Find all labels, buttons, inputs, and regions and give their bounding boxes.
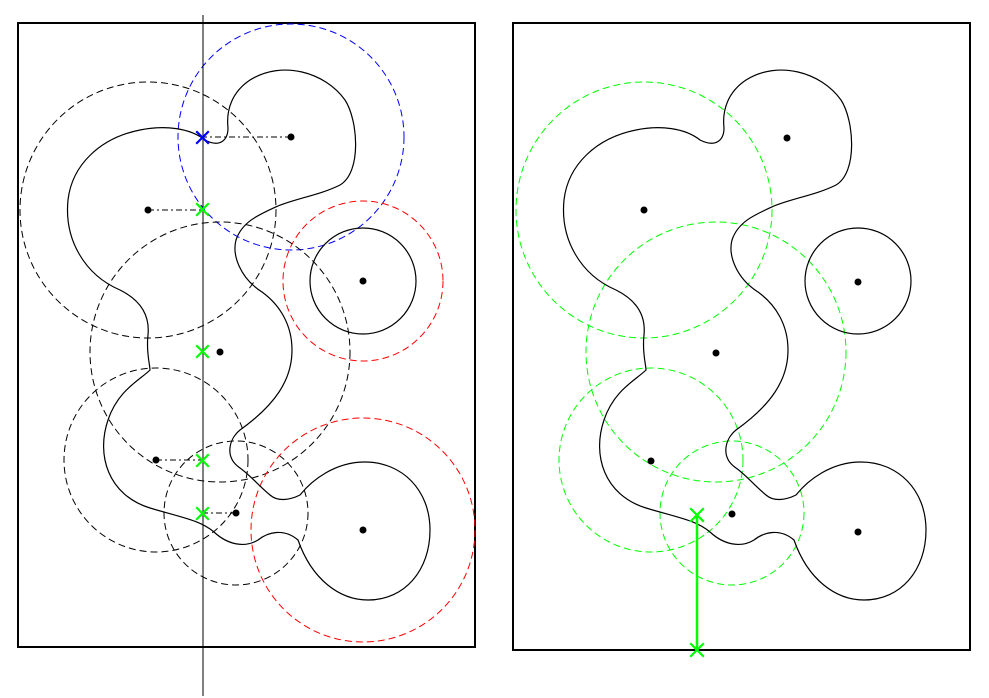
right-shape-outline [564, 70, 926, 600]
left-shape-outline [68, 70, 430, 600]
left-panel [18, 15, 475, 696]
center-point [713, 350, 720, 357]
left-offset-circles [20, 24, 475, 642]
center-point [153, 457, 160, 464]
center-point [641, 207, 648, 214]
center-point [360, 278, 367, 285]
blob-main-outline [68, 70, 430, 600]
center-point [784, 135, 791, 142]
center-point [360, 527, 367, 534]
center-point [855, 279, 862, 286]
center-point [145, 207, 152, 214]
left-panel-frame [18, 23, 475, 647]
right-panel-frame [513, 23, 970, 650]
left-center-points [145, 134, 367, 534]
center-point [233, 510, 240, 517]
center-point [288, 134, 295, 141]
left-connectors [148, 137, 291, 513]
blob-main-outline [564, 70, 926, 600]
center-point [217, 349, 224, 356]
center-point [648, 458, 655, 465]
center-point [729, 511, 736, 518]
center-point [855, 529, 862, 536]
right-panel [513, 23, 970, 656]
right-offset-circles [516, 82, 846, 585]
